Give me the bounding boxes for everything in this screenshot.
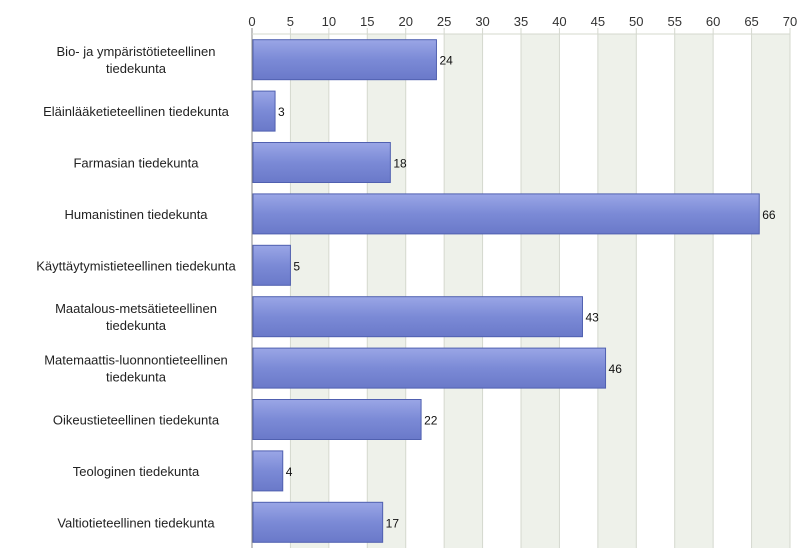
x-tick-label: 55	[667, 14, 681, 29]
x-tick-label: 50	[629, 14, 643, 29]
category-label: Käyttäytymistieteellinen tiedekunta	[36, 258, 236, 273]
data-label: 4	[286, 465, 293, 479]
x-tick-label: 25	[437, 14, 451, 29]
data-label: 3	[278, 105, 285, 119]
grid-band	[674, 34, 714, 548]
grid-band	[444, 34, 483, 548]
x-tick-label: 30	[475, 14, 489, 29]
category-label: Humanistinen tiedekunta	[64, 207, 208, 222]
x-tick-label: 15	[360, 14, 374, 29]
category-label: Farmasian tiedekunta	[73, 156, 199, 171]
x-tick-label: 40	[552, 14, 566, 29]
x-tick-label: 20	[398, 14, 412, 29]
bar	[252, 501, 384, 543]
category-label: Oikeustieteellinen tiedekunta	[53, 413, 220, 428]
bar	[252, 90, 276, 132]
grid-band	[290, 34, 329, 548]
bar	[252, 296, 583, 338]
category-label: Eläinlääketieteellinen tiedekunta	[43, 104, 230, 119]
grid-band	[751, 34, 790, 548]
grid-band	[636, 34, 675, 548]
bar	[252, 193, 760, 235]
grid-band	[521, 34, 560, 548]
data-label: 18	[393, 157, 407, 171]
bar	[252, 399, 422, 440]
bar	[252, 244, 291, 286]
category-label: Maatalous-metsätieteellinen tiedekunta	[55, 301, 217, 333]
data-label: 22	[424, 414, 438, 428]
category-label: Matemaattis-luonnontieteellinen tiedekunt…	[44, 353, 228, 385]
grid-band	[367, 34, 406, 548]
bar	[252, 347, 607, 389]
data-label: 46	[609, 362, 623, 376]
data-label: 43	[585, 311, 599, 325]
x-tick-label: 5	[287, 14, 294, 29]
grid-band	[559, 34, 598, 548]
data-label: 5	[293, 259, 300, 273]
x-tick-label: 45	[591, 14, 605, 29]
grid-band	[597, 34, 637, 548]
grid-band	[328, 34, 368, 548]
x-tick-label: 10	[322, 14, 336, 29]
x-tick-label: 60	[706, 14, 720, 29]
bar	[252, 39, 437, 81]
data-label: 17	[386, 516, 400, 530]
category-label: Bio- ja ympäristötieteellinen tiedekunta	[57, 44, 216, 76]
grid-band	[713, 34, 752, 548]
grid-band	[405, 34, 445, 548]
category-label: Valtiotieteellinen tiedekunta	[57, 515, 215, 530]
x-tick-label: 35	[514, 14, 528, 29]
data-label: 66	[762, 208, 776, 222]
bar	[252, 450, 284, 492]
bar	[252, 142, 391, 183]
data-label: 24	[439, 54, 453, 68]
x-tick-label: 0	[248, 14, 255, 29]
x-tick-label: 70	[783, 14, 797, 29]
x-tick-label: 65	[744, 14, 758, 29]
category-label: Teologinen tiedekunta	[73, 464, 200, 479]
grid-band	[482, 34, 521, 548]
